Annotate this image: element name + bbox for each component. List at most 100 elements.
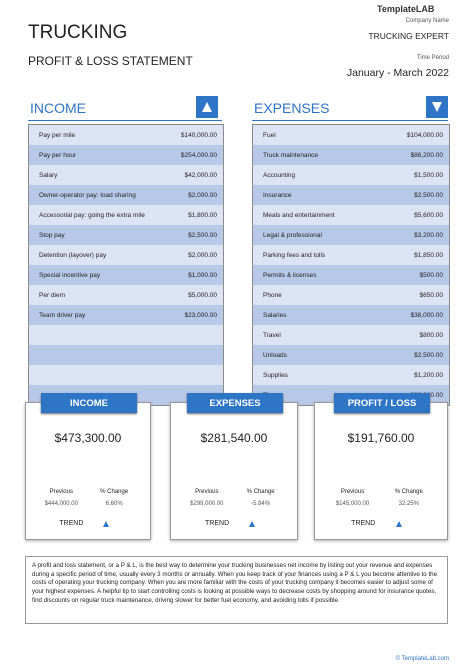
- row-label: Stop pay: [39, 231, 65, 239]
- row-amount: $86,200.00: [410, 151, 443, 159]
- table-row: [29, 345, 223, 365]
- summary-card: EXPENSES $281,540.00 Previous % Change $299,…: [170, 393, 298, 540]
- summary-card: PROFIT / LOSS $191,760.00 Previous % Change…: [314, 393, 448, 540]
- table-row: Per diem $5,000.00: [29, 285, 223, 305]
- trend-arrow: [396, 521, 403, 527]
- description: A profit and loss statement, or a P & L,…: [25, 556, 448, 624]
- card-total: $473,300.00: [54, 431, 122, 445]
- change-label: % Change: [100, 489, 129, 495]
- row-label: Legal & professional: [263, 231, 322, 239]
- table-row: Salary $42,000.00: [29, 165, 223, 185]
- table-row: [29, 365, 223, 385]
- row-label: Special incentive pay: [39, 271, 101, 279]
- table-row: Salaries $38,000.00: [253, 305, 449, 325]
- row-label: Accounting: [263, 171, 296, 179]
- table-row: Unloads $2,500.00: [253, 345, 449, 365]
- row-label: Unloads: [263, 351, 287, 359]
- table-row: Pay per hour $254,000.00: [29, 145, 223, 165]
- subtitle: PROFIT & LOSS STATEMENT: [28, 54, 193, 68]
- row-amount: $1,500.00: [414, 171, 443, 179]
- table-row: Supplies $1,200.00: [253, 365, 449, 385]
- table-row: Permits & licenses $500.00: [253, 265, 449, 285]
- income-rule: [28, 120, 222, 121]
- logo: TemplateLAB: [377, 4, 435, 14]
- row-label: Accessorial pay: going the extra mile: [39, 211, 145, 219]
- trend-arrow: [248, 521, 255, 527]
- row-amount: $42,000.00: [184, 171, 217, 179]
- row-label: Truck maintenance: [263, 151, 319, 159]
- table-row: Accounting $1,500.00: [253, 165, 449, 185]
- row-amount: $1,850.00: [414, 251, 443, 259]
- expenses-rule: [252, 120, 448, 121]
- footer-link: © TemplateLab.com: [395, 656, 449, 662]
- row-amount: $38,000.00: [410, 311, 443, 319]
- previous-label: Previous: [340, 489, 365, 495]
- row-amount: $2,000.00: [188, 251, 217, 259]
- row-label: Pay per mile: [39, 131, 76, 139]
- table-row: Travel $800.00: [253, 325, 449, 345]
- row-label: Travel: [263, 331, 281, 339]
- title: TRUCKING: [28, 22, 128, 43]
- row-label: Meals and entertainment: [263, 211, 335, 219]
- row-amount: $254,000.00: [180, 151, 217, 159]
- table-row: Owner-operator pay: load sharing $2,000.0…: [29, 185, 223, 205]
- expenses-title: EXPENSES: [254, 100, 330, 116]
- change: -5.84%: [251, 501, 271, 507]
- row-amount: $5,600.00: [414, 211, 443, 219]
- row-label: Salary: [39, 171, 58, 179]
- row-label: Detention (layover) pay: [39, 251, 107, 259]
- table-row: Truck maintenance $86,200.00: [253, 145, 449, 165]
- previous: $299,000.00: [190, 501, 224, 507]
- trend: TREND: [351, 520, 376, 527]
- previous: $444,000.00: [44, 501, 78, 507]
- table-row: Insurance $2,500.00: [253, 185, 449, 205]
- previous-label: Previous: [195, 489, 219, 495]
- icon-glyph: [202, 102, 212, 112]
- table-row: Fuel $104,000.00: [253, 125, 449, 145]
- change: 6.60%: [105, 501, 123, 507]
- row-amount: $5,000.00: [188, 291, 217, 299]
- row-label: Owner-operator pay: load sharing: [39, 191, 136, 199]
- icon-glyph: [432, 102, 442, 112]
- trend-arrow: [102, 521, 109, 527]
- row-amount: $800.00: [419, 331, 444, 339]
- row-label: Phone: [263, 291, 282, 299]
- row-label: Pay per hour: [39, 151, 77, 159]
- row-amount: $1,000.00: [188, 271, 217, 279]
- trend: TREND: [59, 520, 84, 527]
- change: 32.25%: [398, 501, 419, 507]
- summary-card: INCOME $473,300.00 Previous % Change $444,00…: [25, 393, 151, 540]
- table-row: Pay per mile $140,000.00: [29, 125, 223, 145]
- row-amount: $104,000.00: [406, 131, 443, 139]
- income-table: Pay per mile $140,000.00 Pay per hour $254,…: [28, 124, 224, 406]
- table-row: Detention (layover) pay $2,000.00: [29, 245, 223, 265]
- row-label: Supplies: [263, 371, 288, 379]
- trend: TREND: [205, 520, 230, 527]
- row-amount: $3,200.00: [414, 231, 443, 239]
- table-row: Phone $650.00: [253, 285, 449, 305]
- row-amount: $140,000.00: [180, 131, 217, 139]
- row-amount: $1,200.00: [414, 371, 443, 379]
- row-label: Insurance: [263, 191, 292, 199]
- table-row: Stop pay $2,500.00: [29, 225, 223, 245]
- row-label: Parking fees and tolls: [263, 251, 326, 259]
- income-icon: [196, 96, 218, 118]
- row-amount: $2,500.00: [188, 231, 217, 239]
- table-row: Special incentive pay $1,000.00: [29, 265, 223, 285]
- row-label: Permits & licenses: [263, 271, 317, 279]
- table-row: Parking fees and tolls $1,850.00: [253, 245, 449, 265]
- table-row: [29, 325, 223, 345]
- row-label: Fuel: [263, 131, 276, 139]
- row-label: Per diem: [39, 291, 66, 299]
- row-label: Salaries: [263, 311, 287, 319]
- row-amount: $1,800.00: [188, 211, 217, 219]
- card-title: INCOME: [41, 393, 137, 413]
- card-total: $191,760.00: [347, 431, 415, 445]
- row-amount: $2,500.00: [414, 351, 443, 359]
- previous: $145,000.00: [335, 501, 370, 507]
- period-label: Time Period: [416, 55, 449, 61]
- change-label: % Change: [394, 489, 423, 495]
- income-title: INCOME: [30, 100, 86, 116]
- expenses-icon: [426, 96, 448, 118]
